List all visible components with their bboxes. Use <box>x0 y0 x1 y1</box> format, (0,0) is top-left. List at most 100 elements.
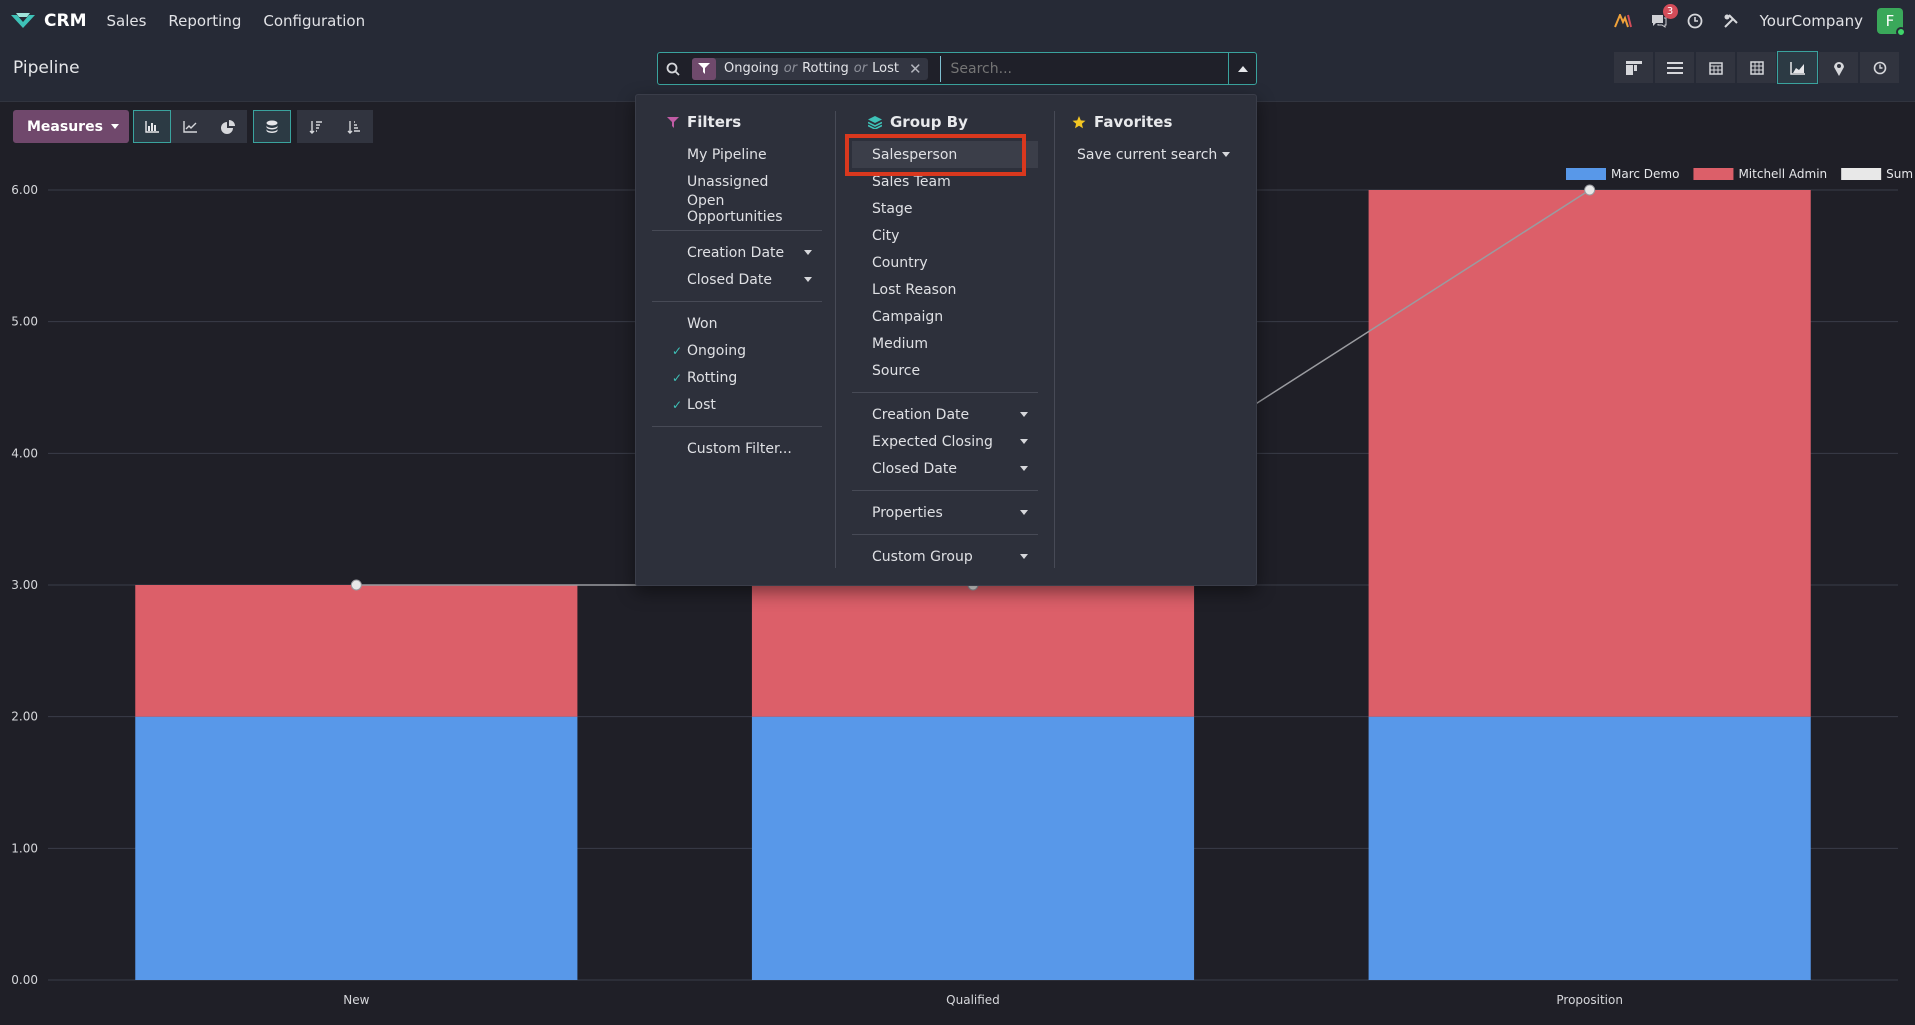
measures-dropdown-button[interactable]: Measures <box>13 110 129 143</box>
search-panel-toggle[interactable] <box>1228 53 1256 84</box>
filter-rotting[interactable]: Rotting <box>672 364 822 391</box>
legend-label: Marc Demo <box>1611 167 1679 181</box>
bar-marc-demo <box>135 716 578 980</box>
groupby-sales-team[interactable]: Sales Team <box>872 173 951 190</box>
filter-my-pipeline[interactable]: My Pipeline <box>687 146 767 163</box>
sum-point <box>350 579 362 591</box>
search-icon[interactable] <box>658 62 688 76</box>
top-navbar: CRM Sales Reporting Configuration 3 Your… <box>0 0 1915 42</box>
filter-facet[interactable]: Ongoing or Rotting or Lost ✕ <box>692 57 928 80</box>
search-input[interactable] <box>939 55 1228 82</box>
group-by-title: Group By <box>890 113 968 131</box>
crm-logo-icon[interactable] <box>8 11 38 31</box>
clock-icon <box>1873 61 1886 74</box>
favorites-column: Favorites Save current search <box>1072 111 1242 168</box>
company-switcher[interactable]: YourCompany <box>1759 12 1863 30</box>
sort-ascending-button[interactable] <box>334 110 373 143</box>
pie-chart-icon <box>220 119 235 134</box>
filter-open-opportunities[interactable]: Open Opportunities <box>687 192 783 225</box>
star-icon <box>1072 115 1086 128</box>
group-by-header: Group By <box>852 111 1038 133</box>
groupby-stage[interactable]: Stage <box>872 200 913 217</box>
filter-won[interactable]: Won <box>687 315 718 332</box>
y-tick-label: 5.00 <box>11 315 38 329</box>
groupby-city[interactable]: City <box>872 227 900 244</box>
line-chart-button[interactable] <box>170 110 209 143</box>
groupby-campaign[interactable]: Campaign <box>872 308 944 325</box>
area-chart-icon <box>1789 61 1805 75</box>
activity-clock-icon[interactable] <box>1684 10 1706 32</box>
groupby-properties[interactable]: Properties <box>852 499 1038 526</box>
tools-icon[interactable] <box>1720 10 1742 32</box>
groupby-lost-reason[interactable]: Lost Reason <box>872 281 957 298</box>
bar-marc-demo <box>751 716 1195 980</box>
app-name[interactable]: CRM <box>44 11 87 31</box>
user-avatar[interactable]: F <box>1877 8 1906 37</box>
pivot-table-icon <box>1749 60 1764 75</box>
filter-creation-date[interactable]: Creation Date <box>687 239 822 266</box>
legend-label: Mitchell Admin <box>1738 167 1827 181</box>
caret-down-icon <box>110 124 119 129</box>
y-tick-label: 1.00 <box>11 841 38 855</box>
facet-value-rotting: Rotting <box>802 61 849 76</box>
highlight-annotation-box <box>845 134 1026 176</box>
layers-icon <box>868 115 882 129</box>
remove-facet-close-icon[interactable]: ✕ <box>908 59 922 78</box>
bar-mitchell-admin <box>135 585 578 717</box>
menu-sales[interactable]: Sales <box>106 12 147 30</box>
search-bar[interactable]: Ongoing or Rotting or Lost ✕ <box>657 52 1257 85</box>
facet-separator: or <box>783 61 798 76</box>
filters-header: Filters <box>652 111 822 133</box>
bar-chart-button[interactable] <box>132 110 171 143</box>
kanban-view-button[interactable] <box>1613 51 1654 84</box>
sort-descending-button[interactable] <box>296 110 335 143</box>
filter-closed-date[interactable]: Closed Date <box>687 266 822 293</box>
facet-value-lost: Lost <box>872 61 899 76</box>
groupby-creation-date[interactable]: Creation Date <box>852 401 1038 428</box>
facet-value-ongoing: Ongoing <box>724 61 779 76</box>
measures-label: Measures <box>27 118 103 135</box>
groupby-source[interactable]: Source <box>872 362 921 379</box>
groupby-medium[interactable]: Medium <box>872 335 928 352</box>
save-current-search[interactable]: Save current search <box>1077 141 1242 168</box>
menu-configuration[interactable]: Configuration <box>263 12 366 30</box>
calendar-view-button[interactable] <box>1695 51 1736 84</box>
map-view-button[interactable] <box>1818 51 1859 84</box>
bar-mitchell-admin <box>751 585 1195 717</box>
graph-toolbar: Measures <box>13 110 373 143</box>
filters-title: Filters <box>687 113 742 131</box>
graph-view-button[interactable] <box>1777 51 1818 84</box>
list-icon <box>1666 61 1683 74</box>
groupby-expected-closing[interactable]: Expected Closing <box>852 428 1038 455</box>
stacked-bar-chart: 0.00 1.00 2.00 3.00 4.00 5.00 6.00 New Qualifie… <box>11 167 1913 1007</box>
ai-icon[interactable] <box>1612 10 1634 32</box>
online-status-dot <box>1896 27 1906 37</box>
filter-ongoing[interactable]: Ongoing <box>672 337 822 364</box>
favorites-header: Favorites <box>1072 111 1242 133</box>
groupby-country[interactable]: Country <box>872 254 928 271</box>
save-current-search-label: Save current search <box>1077 146 1218 163</box>
filter-unassigned[interactable]: Unassigned <box>687 173 769 190</box>
groupby-custom-group[interactable]: Custom Group <box>852 543 1038 570</box>
custom-filter[interactable]: Custom Filter... <box>687 440 792 457</box>
pie-chart-button[interactable] <box>208 110 247 143</box>
stacked-toggle-button[interactable] <box>252 110 291 143</box>
activity-view-button[interactable] <box>1859 51 1900 84</box>
list-view-button[interactable] <box>1654 51 1695 84</box>
bar-mitchell-admin <box>1368 190 1811 717</box>
pivot-view-button[interactable] <box>1736 51 1777 84</box>
sum-point <box>1584 184 1596 196</box>
groupby-salesperson[interactable]: Salesperson <box>852 141 1038 168</box>
menu-reporting[interactable]: Reporting <box>168 12 242 30</box>
view-switcher <box>1613 51 1900 84</box>
stack-database-icon <box>266 120 278 133</box>
group-by-column: Group By Salesperson Sales Team Stage Ci… <box>852 111 1038 570</box>
filter-lost[interactable]: Lost <box>672 391 822 418</box>
filter-funnel-icon <box>692 57 716 80</box>
groupby-closed-date[interactable]: Closed Date <box>852 455 1038 482</box>
favorites-title: Favorites <box>1094 113 1173 131</box>
sort-ascending-icon <box>347 120 360 134</box>
messages-icon[interactable]: 3 <box>1648 4 1678 32</box>
page-title[interactable]: Pipeline <box>13 58 80 78</box>
x-tick-label: New <box>343 993 369 1007</box>
